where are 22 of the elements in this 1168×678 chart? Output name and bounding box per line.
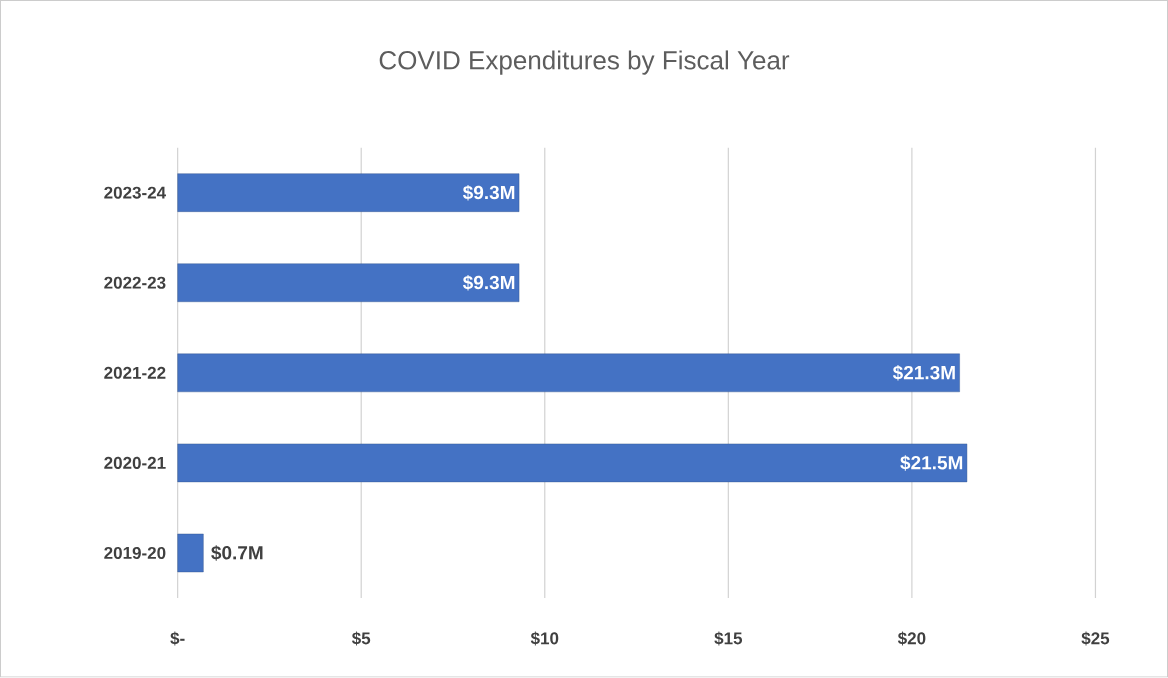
bar — [177, 173, 520, 213]
x-tick-label: $5 — [351, 631, 371, 646]
bar — [177, 353, 960, 393]
data-label: $0.7M — [211, 545, 263, 561]
y-tick-label: 2020-21 — [104, 457, 166, 470]
y-tick-label: 2022-23 — [104, 276, 166, 289]
data-label: $21.5M — [900, 455, 963, 471]
y-tick-label: 2019-20 — [104, 547, 166, 560]
data-label: $9.3M — [462, 185, 515, 201]
x-tick-label: $- — [170, 631, 185, 646]
data-label: $9.3M — [462, 275, 515, 291]
y-tick-label: 2023-24 — [104, 186, 167, 199]
data-label: $21.3M — [892, 365, 955, 381]
chart-title: COVID Expenditures by Fiscal Year — [379, 50, 790, 75]
x-tick-label: $10 — [530, 631, 559, 646]
bar — [177, 263, 520, 303]
x-tick-label: $25 — [1081, 631, 1110, 646]
y-tick-label: 2021-22 — [104, 367, 166, 380]
x-tick-label: $20 — [897, 631, 926, 646]
x-tick-label: $15 — [714, 631, 743, 646]
bar — [177, 443, 968, 483]
bar — [177, 533, 204, 573]
